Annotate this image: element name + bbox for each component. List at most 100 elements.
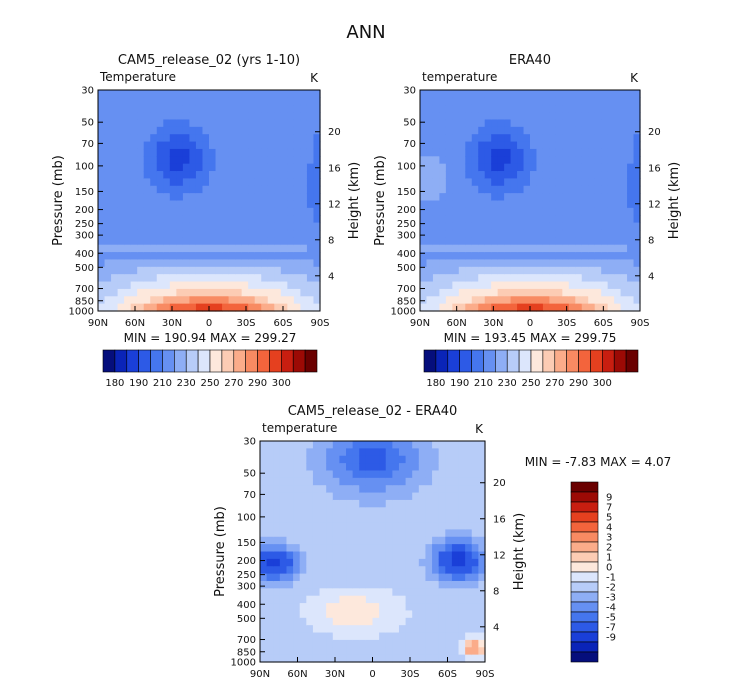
heatmap-cell xyxy=(385,647,393,656)
heatmap-cell xyxy=(405,639,413,648)
heatmap-cell xyxy=(293,200,302,209)
heatmap-cell xyxy=(478,536,486,545)
heatmap-cell xyxy=(549,185,557,194)
heatmap-cell xyxy=(452,97,460,106)
heatmap-cell xyxy=(352,595,360,604)
heatmap-cell xyxy=(235,156,243,165)
heatmap-cell xyxy=(594,259,602,268)
heatmap-cell xyxy=(228,281,236,290)
heatmap-cell xyxy=(412,477,420,486)
heatmap-cell xyxy=(169,104,177,113)
heatmap-cell xyxy=(312,566,321,575)
heatmap-cell xyxy=(471,625,479,634)
heatmap-cell xyxy=(306,499,314,508)
colorbar-label: 3 xyxy=(606,533,612,544)
heatmap-cell xyxy=(588,148,596,157)
heatmap-cell xyxy=(478,171,486,179)
min-max-label: MIN = 193.45 MAX = 299.75 xyxy=(444,331,617,345)
heatmap-cell xyxy=(169,266,177,275)
heatmap-cell xyxy=(280,259,288,268)
heatmap-cell xyxy=(542,244,551,253)
heatmap-cell xyxy=(594,274,602,283)
heatmap-cell xyxy=(339,588,347,597)
heatmap-cell xyxy=(392,588,400,597)
heatmap-cell xyxy=(392,536,400,545)
heatmap-cell xyxy=(235,207,243,216)
heatmap-cell xyxy=(182,112,191,121)
heatmap-cell xyxy=(286,617,294,626)
heatmap-cell xyxy=(426,229,434,238)
heatmap-cell xyxy=(332,647,341,656)
heatmap-cell xyxy=(104,222,112,231)
heatmap-cell xyxy=(254,126,262,135)
heatmap-cell xyxy=(405,507,413,516)
heatmap-cell xyxy=(452,237,460,246)
heatmap-cell xyxy=(137,244,145,253)
heatmap-cell xyxy=(517,237,525,246)
heatmap-cell xyxy=(530,237,538,246)
heatmap-cell xyxy=(235,244,243,253)
heatmap-cell xyxy=(352,536,360,545)
heatmap-cell xyxy=(254,222,262,231)
heatmap-cell xyxy=(484,207,492,216)
heatmap-cell xyxy=(420,141,428,150)
heatmap-cell xyxy=(478,492,486,501)
heatmap-cell xyxy=(176,156,184,165)
heatmap-cell xyxy=(517,171,525,179)
heatmap-cell xyxy=(504,156,512,165)
heatmap-cell xyxy=(620,126,628,135)
heatmap-cell xyxy=(398,647,407,656)
heatmap-cell xyxy=(484,296,492,305)
heatmap-cell xyxy=(261,222,269,231)
heatmap-cell xyxy=(293,252,302,261)
heatmap-cell xyxy=(465,274,473,283)
heatmap-cell xyxy=(306,281,315,290)
heatmap-cell xyxy=(182,288,191,297)
heatmap-cell xyxy=(445,266,453,275)
heatmap-cell xyxy=(279,639,288,648)
heatmap-cell xyxy=(143,104,151,113)
heatmap-cell xyxy=(248,215,256,224)
heatmap-cell xyxy=(300,156,308,165)
heatmap-cell xyxy=(420,274,428,283)
heatmap-cell xyxy=(458,244,466,253)
heatmap-cell xyxy=(627,193,635,202)
heatmap-cell xyxy=(98,171,106,179)
x-tick-label: 30N xyxy=(162,318,182,329)
heatmap-cell xyxy=(189,244,197,253)
heatmap-cell xyxy=(478,522,486,530)
heatmap-cell xyxy=(465,97,473,106)
heatmap-cell xyxy=(261,244,269,253)
heatmap-cell xyxy=(280,215,288,224)
heatmap-cell xyxy=(261,126,269,135)
heatmap-cell xyxy=(465,163,473,172)
heatmap-cell xyxy=(124,171,132,179)
heatmap-cell xyxy=(312,558,321,567)
heatmap-cell xyxy=(471,499,479,508)
heatmap-cell xyxy=(542,303,551,312)
colorbar-swatch xyxy=(570,581,599,593)
heatmap-cell xyxy=(465,112,473,121)
heatmap-cell xyxy=(195,237,204,246)
heatmap-cell xyxy=(588,237,596,246)
heatmap-cell xyxy=(445,274,453,283)
heatmap-cell xyxy=(104,303,112,312)
colorbar-swatch xyxy=(174,349,187,373)
heatmap-cell xyxy=(392,492,400,501)
heatmap-cell xyxy=(261,141,269,150)
heatmap-cell xyxy=(588,244,596,253)
heatmap-cell xyxy=(385,477,393,486)
heatmap-cell xyxy=(379,625,387,634)
heatmap-cell xyxy=(420,266,428,275)
heatmap-cell xyxy=(111,156,119,165)
heatmap-cell xyxy=(176,90,184,98)
heatmap-cell xyxy=(280,229,288,238)
heatmap-cell xyxy=(458,625,466,634)
heatmap-cell xyxy=(594,141,602,150)
heatmap-cell xyxy=(228,296,236,305)
heatmap-cell xyxy=(452,104,460,113)
heatmap-cell xyxy=(426,104,434,113)
heatmap-cell xyxy=(372,551,380,560)
heatmap-cell xyxy=(536,266,544,275)
heatmap-cell xyxy=(267,97,275,106)
